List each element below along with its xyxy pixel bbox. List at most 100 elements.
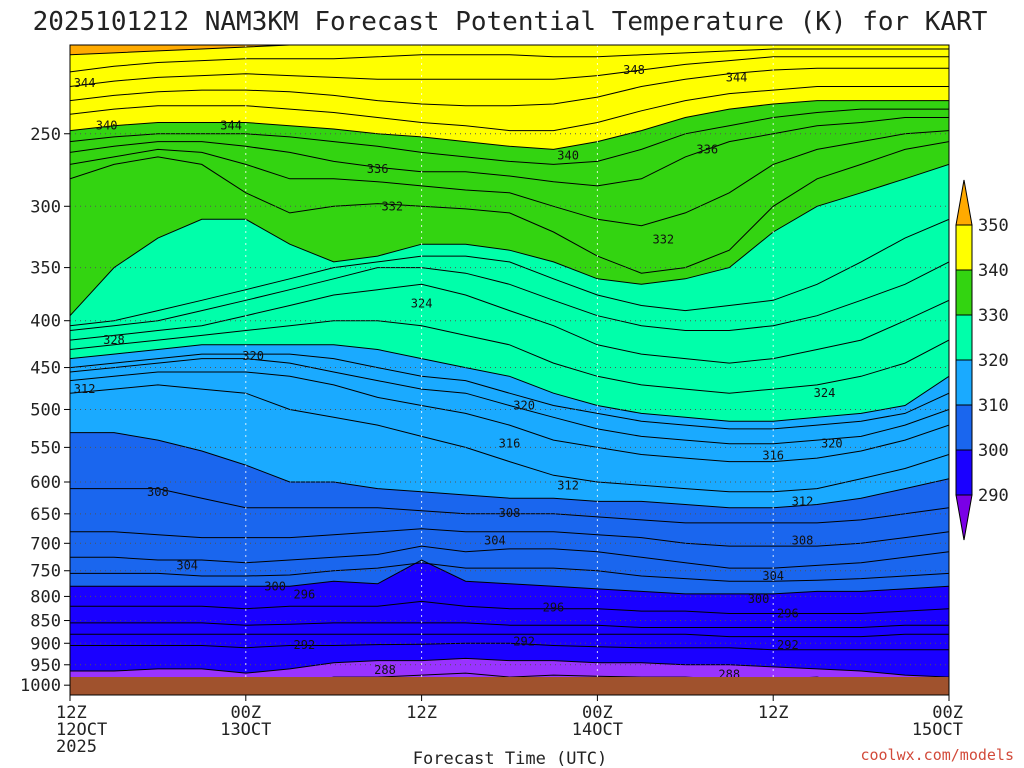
contour-344	[70, 67, 949, 107]
contour-label: 292	[777, 638, 799, 652]
contour-label: 344	[74, 76, 96, 90]
y-tick-label: 350	[30, 259, 61, 279]
contour-label: 320	[242, 349, 264, 363]
contour-label: 336	[367, 162, 389, 176]
contour-label: 344	[220, 119, 242, 133]
contour-340	[70, 100, 949, 150]
colorbar-bin-340-350	[955, 224, 973, 271]
contour-338	[70, 108, 949, 165]
contour-342	[70, 86, 949, 132]
y-tick-label: 650	[30, 505, 61, 525]
contour-label: 296	[777, 606, 799, 620]
y-tick-label: 850	[30, 612, 61, 632]
contour-label: 324	[814, 386, 836, 400]
colorbar: 350 340 330 320 310 300 290	[955, 179, 1009, 541]
contour-label: 304	[176, 558, 198, 572]
colorbar-tick-label: 290	[978, 486, 1009, 506]
y-tick-label: 950	[30, 656, 61, 676]
colorbar-bin-290-300	[955, 449, 973, 496]
contour-label: 320	[821, 437, 843, 451]
x-axis-label: Forecast Time (UTC)	[413, 749, 607, 768]
colorbar-tick-label: 350	[978, 216, 1009, 236]
x-tick-label: 00Z	[230, 703, 261, 723]
band-theta-348	[70, 45, 949, 72]
grid-lines	[70, 45, 949, 695]
colorbar-bin-320-330	[955, 314, 973, 361]
colorbar-bin-300-310	[955, 404, 973, 451]
credit-text: coolwx.com/models	[860, 746, 1014, 764]
contour-label: 332	[652, 232, 674, 246]
contour-label: 340	[557, 148, 579, 162]
contour-328	[70, 218, 949, 327]
contour-308	[70, 488, 949, 524]
contour-label: 296	[543, 601, 565, 615]
x-tick-label: 15OCT	[912, 720, 963, 740]
y-tick-label: 300	[30, 197, 61, 217]
chart-title: 2025101212 NAM3KM Forecast Potential Tem…	[33, 7, 988, 37]
contour-304	[70, 545, 949, 569]
contour-336	[70, 117, 949, 187]
y-tick-label: 750	[30, 562, 61, 582]
contour-290	[70, 657, 949, 678]
y-tick-label: 900	[30, 634, 61, 654]
contour-346	[70, 56, 949, 87]
contour-label: 344	[726, 70, 748, 84]
contour-298	[70, 600, 949, 614]
contour-label: 296	[294, 587, 316, 601]
y-tick-label: 450	[30, 359, 61, 379]
contour-label: 316	[499, 437, 521, 451]
filled-contour-bands	[70, 45, 949, 695]
contour-label: 348	[623, 63, 645, 77]
contour-label: 308	[792, 533, 814, 547]
colorbar-arrow-top	[955, 179, 973, 226]
contour-332	[70, 141, 949, 274]
contour-label: 328	[103, 333, 125, 347]
colorbar-bin-330-340	[955, 269, 973, 316]
y-tick-label: 400	[30, 312, 61, 332]
contour-326	[70, 261, 949, 331]
pressure-axis: 2503003504004505005506006507007508008509…	[20, 125, 70, 696]
x-tick-label: 12Z	[406, 703, 437, 723]
contour-label: 300	[264, 579, 286, 593]
x-tick-label: 14OCT	[572, 720, 623, 740]
contour-label: 324	[411, 296, 433, 310]
contour-312	[70, 384, 949, 493]
x-tick-label: 13OCT	[220, 720, 271, 740]
contour-316	[70, 358, 949, 445]
contour-314	[70, 371, 949, 463]
contour-labels: 344 340 344 348 344 336 340 336 332 332 324 328 320 3…	[74, 63, 843, 681]
x-tick-label: 00Z	[932, 703, 963, 723]
contour-label: 308	[499, 506, 521, 520]
contour-label: 316	[762, 448, 784, 462]
y-tick-label: 1000	[20, 676, 61, 696]
contour-label: 312	[792, 494, 814, 508]
y-tick-label: 600	[30, 473, 61, 493]
contour-label: 312	[74, 382, 96, 396]
contour-318	[70, 353, 949, 430]
contour-label: 304	[762, 569, 784, 583]
contour-label: 308	[147, 485, 169, 499]
contour-label: 340	[96, 119, 118, 133]
ground-strip	[70, 677, 949, 695]
plot-frame	[69, 44, 950, 696]
colorbar-tick-label: 300	[978, 441, 1009, 461]
x-tick-label: 12Z	[56, 703, 87, 723]
contour-label: 336	[696, 142, 718, 156]
contour-310	[70, 432, 949, 509]
x-tick-label: 00Z	[582, 703, 613, 723]
contour-334	[70, 130, 949, 227]
y-tick-label: 500	[30, 400, 61, 420]
contour-label: 292	[513, 634, 535, 648]
colorbar-tick-label: 340	[978, 261, 1009, 281]
contour-292	[70, 642, 949, 651]
contour-322	[70, 320, 949, 394]
contour-label: 304	[484, 533, 506, 547]
contour-320	[70, 344, 949, 422]
contour-330	[70, 163, 949, 317]
contour-label: 312	[557, 478, 579, 492]
contour-296	[70, 622, 949, 628]
colorbar-bin-310-320	[955, 359, 973, 406]
contour-350	[70, 45, 949, 56]
